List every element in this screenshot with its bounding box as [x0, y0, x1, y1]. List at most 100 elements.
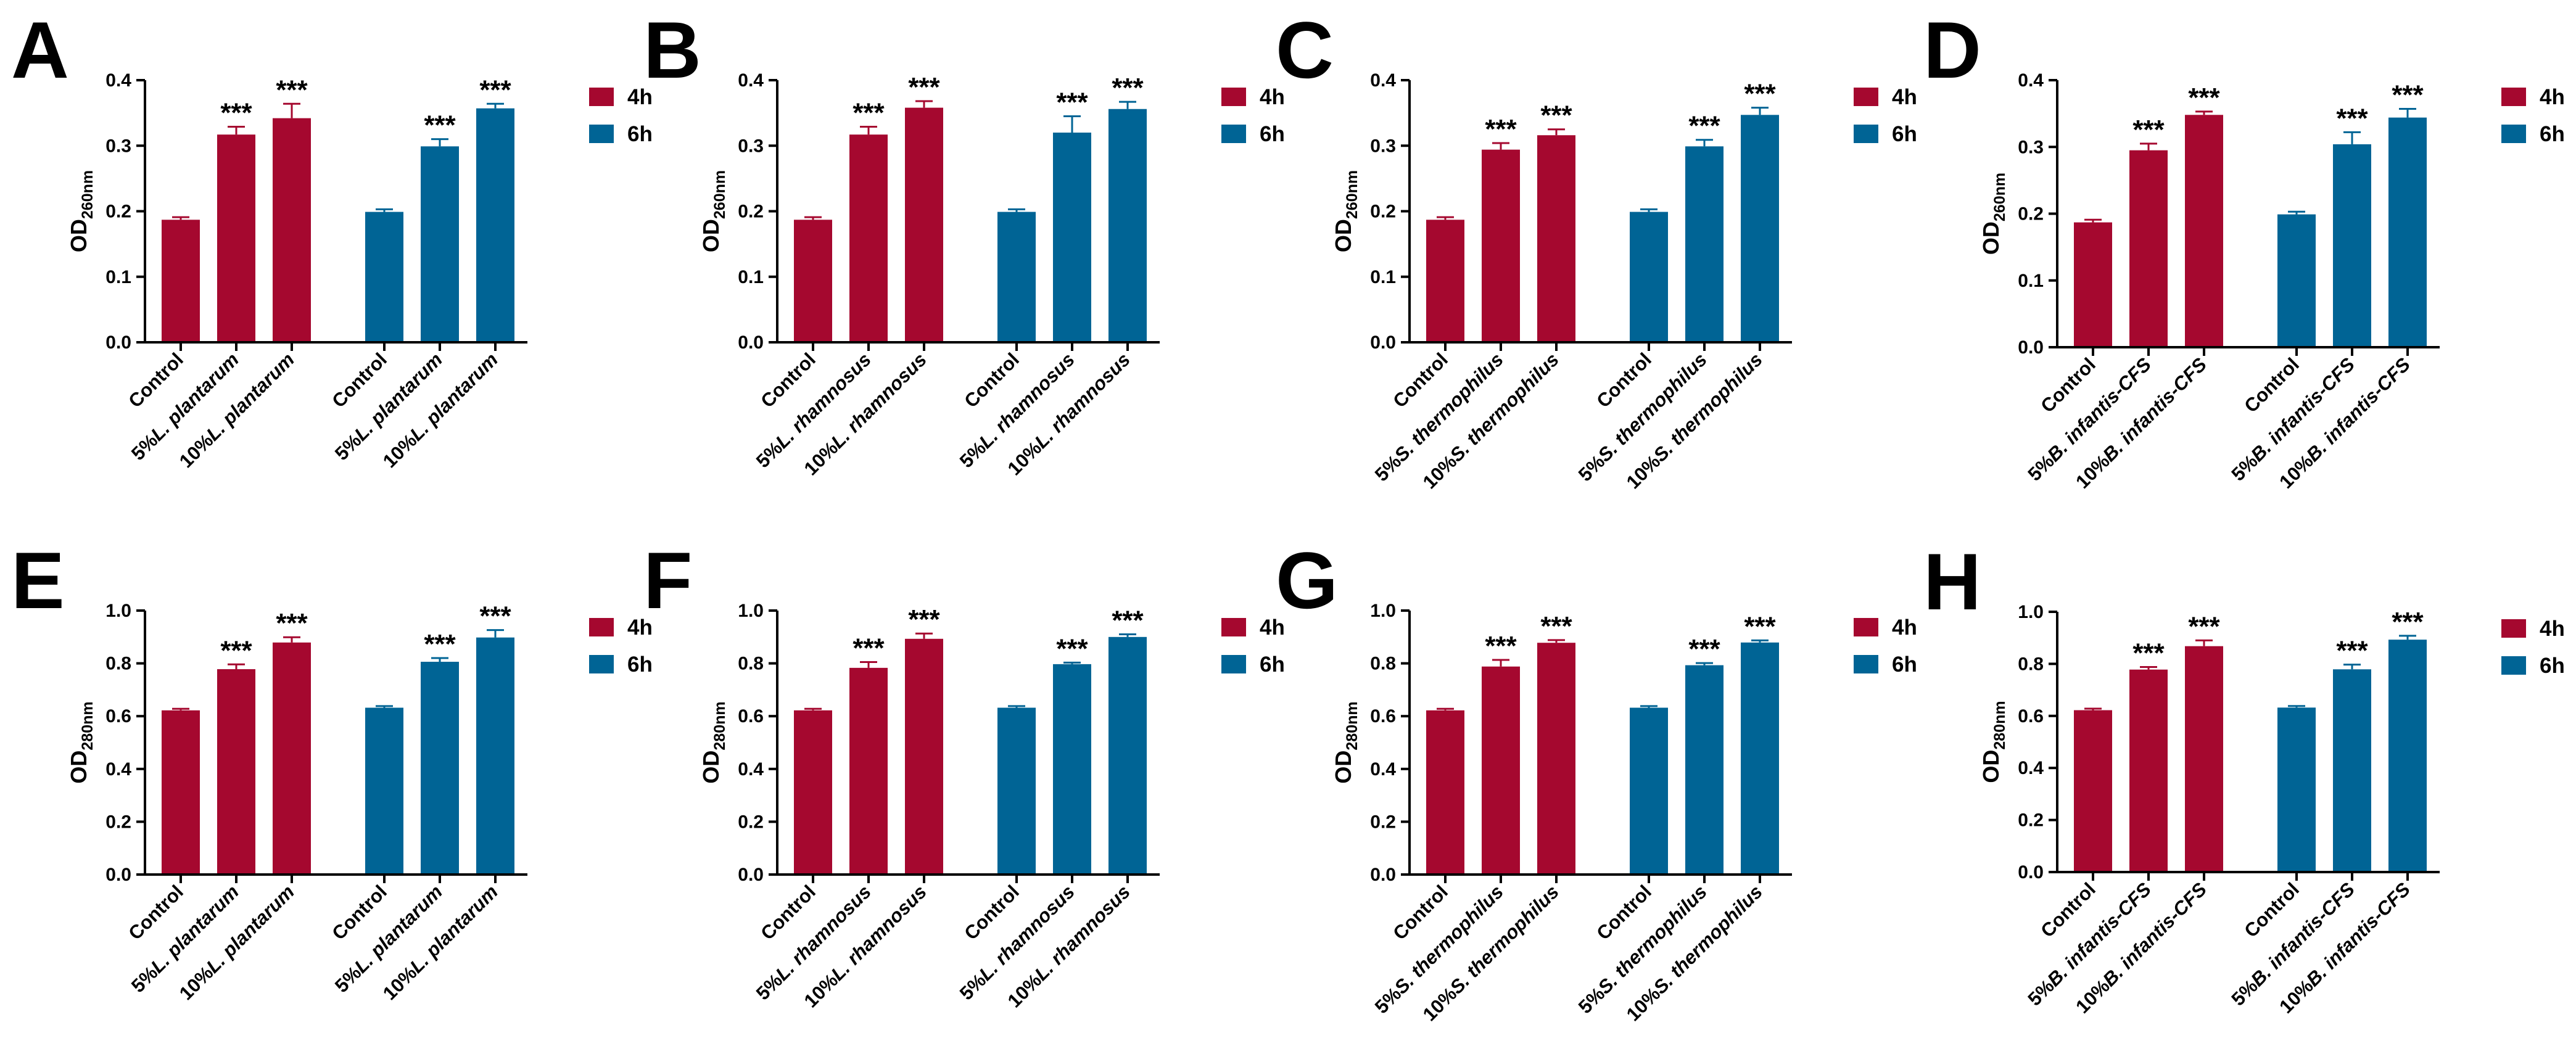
- legend-swatch: [2501, 125, 2526, 143]
- significance-label: ***: [1056, 87, 1088, 117]
- legend-swatch: [1854, 88, 1878, 106]
- y-tick-label: 0.1: [1370, 267, 1396, 287]
- legend-swatch: [1854, 125, 1878, 143]
- y-axis-label: OD260nm: [1331, 170, 1361, 252]
- significance-label: ***: [1112, 606, 1144, 636]
- y-tick-label: 0.2: [105, 812, 131, 832]
- y-tick-label: 0.3: [105, 136, 131, 156]
- bar: [1053, 133, 1091, 342]
- panel-letter: D: [1923, 5, 1981, 95]
- y-tick-label: 1.0: [105, 601, 131, 621]
- bar: [1741, 642, 1779, 875]
- bar: [273, 642, 311, 875]
- bar: [2129, 669, 2168, 872]
- legend-label: 6h: [1892, 122, 1917, 146]
- y-tick-label: 1.0: [738, 601, 764, 621]
- significance-label: ***: [2188, 83, 2220, 113]
- legend-swatch: [1854, 618, 1878, 636]
- panel-letter: H: [1923, 537, 1981, 627]
- y-tick-label: 0.2: [738, 202, 764, 222]
- legend-label: 6h: [1260, 122, 1285, 146]
- y-tick-label: 0.1: [2018, 271, 2044, 291]
- y-tick-label: 0.0: [105, 865, 131, 885]
- significance-label: ***: [2132, 638, 2165, 668]
- panel-H: H0.00.20.40.60.81.0OD280nmControl***5%B.…: [1923, 537, 2565, 1018]
- y-tick-label: 0.2: [1370, 812, 1396, 832]
- significance-label: ***: [479, 601, 511, 632]
- bar: [2074, 222, 2112, 347]
- bar: [1537, 643, 1575, 875]
- y-tick-label: 1.0: [2018, 602, 2044, 622]
- legend-label: 4h: [1260, 616, 1285, 640]
- y-tick-label: 0.3: [2018, 137, 2044, 157]
- significance-label: ***: [424, 110, 456, 141]
- legend-swatch: [589, 655, 614, 673]
- legend-label: 6h: [2540, 122, 2565, 146]
- y-tick-label: 0.2: [738, 812, 764, 832]
- legend-swatch: [1221, 655, 1246, 673]
- y-tick-label: 0.4: [738, 759, 764, 780]
- significance-label: ***: [1744, 79, 1776, 109]
- legend-label: 6h: [627, 122, 653, 146]
- y-tick-label: 0.4: [1370, 70, 1396, 91]
- bar: [1053, 664, 1091, 875]
- panel-letter: A: [11, 5, 69, 95]
- bar: [1108, 109, 1147, 342]
- bar: [905, 638, 943, 875]
- bar: [273, 118, 311, 342]
- legend-swatch: [589, 125, 614, 143]
- legend-swatch: [1854, 655, 1878, 673]
- significance-label: ***: [908, 72, 940, 102]
- bar: [217, 669, 255, 875]
- legend-swatch: [1221, 88, 1246, 106]
- bar: [2185, 646, 2223, 872]
- bar: [1630, 212, 1668, 342]
- y-axis-label: OD260nm: [1978, 173, 2008, 255]
- y-tick-label: 0.8: [2018, 654, 2044, 674]
- bar: [476, 637, 514, 875]
- bar: [2277, 214, 2316, 347]
- bar: [2129, 150, 2168, 347]
- significance-label: ***: [2336, 636, 2368, 666]
- bar: [997, 707, 1036, 875]
- bar: [421, 662, 459, 875]
- y-tick-label: 0.1: [738, 267, 764, 287]
- significance-label: ***: [1485, 114, 1517, 144]
- bar: [1426, 220, 1464, 342]
- bar: [365, 707, 403, 875]
- significance-label: ***: [2188, 611, 2220, 641]
- bar: [421, 146, 459, 342]
- y-axis-label: OD260nm: [66, 170, 96, 252]
- significance-label: ***: [2132, 115, 2165, 145]
- panel-letter: C: [1276, 5, 1334, 95]
- significance-label: ***: [220, 635, 252, 665]
- legend-label: 6h: [1892, 653, 1917, 677]
- y-axis-label: OD260nm: [698, 170, 729, 252]
- legend-label: 4h: [2540, 85, 2565, 109]
- significance-label: ***: [1688, 111, 1720, 141]
- y-tick-label: 0.8: [105, 654, 131, 674]
- legend-label: 6h: [627, 653, 653, 677]
- legend-label: 6h: [1260, 653, 1285, 677]
- y-tick-label: 0.6: [105, 706, 131, 727]
- panel-letter: G: [1276, 535, 1338, 625]
- legend-swatch: [589, 618, 614, 636]
- bar: [1537, 135, 1575, 342]
- panel-G: G0.00.20.40.60.81.0OD280nmControl***5%S.…: [1276, 535, 1917, 1025]
- significance-label: ***: [1485, 631, 1517, 661]
- significance-label: ***: [220, 97, 252, 128]
- y-tick-label: 0.0: [1370, 865, 1396, 885]
- bar: [849, 134, 888, 342]
- y-tick-label: 0.4: [2018, 758, 2044, 778]
- y-axis-label: OD280nm: [1978, 701, 2008, 783]
- legend-swatch: [589, 88, 614, 106]
- bar: [1482, 149, 1520, 342]
- bar: [2333, 144, 2371, 348]
- legend-swatch: [2501, 619, 2526, 638]
- y-tick-label: 0.0: [2018, 862, 2044, 883]
- y-tick-label: 0.2: [1370, 202, 1396, 222]
- legend-swatch: [2501, 656, 2526, 675]
